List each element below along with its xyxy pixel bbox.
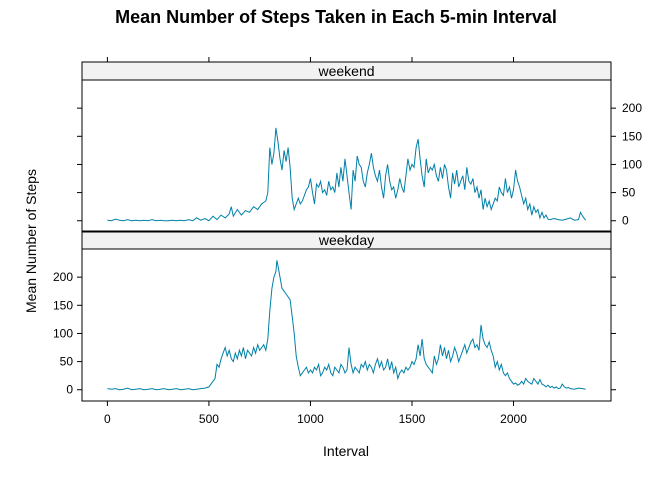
y-tick-label: 0 <box>622 214 629 228</box>
x-tick-label: 0 <box>104 412 111 426</box>
chart-title: Mean Number of Steps Taken in Each 5-min… <box>115 7 557 27</box>
y-tick-label: 100 <box>53 326 73 340</box>
series-line-weekend <box>107 127 586 222</box>
strip-label-weekend: weekend <box>317 63 374 79</box>
y-axis-label: Mean Number of Steps <box>23 169 39 313</box>
y-tick-label: 50 <box>60 355 74 369</box>
panel-frame-weekend <box>81 79 612 233</box>
y-tick-label: 50 <box>622 186 636 200</box>
strip-label-weekday: weekday <box>318 232 374 248</box>
panel-weekend: weekend 0 50 100 150 200 <box>77 61 642 233</box>
y-tick-label: 0 <box>66 383 73 397</box>
y-tick-label: 150 <box>53 298 73 312</box>
x-tick-label: 2000 <box>500 412 527 426</box>
y-tick-label: 100 <box>622 157 642 171</box>
panel-frame-weekday <box>81 248 612 402</box>
y-tick-label: 200 <box>53 270 73 284</box>
x-tick-label: 1000 <box>297 412 324 426</box>
x-tick-label: 500 <box>199 412 219 426</box>
x-axis-label: Interval <box>323 443 369 459</box>
y-tick-label: 150 <box>622 129 642 143</box>
x-tick-label: 1500 <box>399 412 426 426</box>
y-tick-label: 200 <box>622 101 642 115</box>
series-line-weekday <box>107 260 586 391</box>
panel-weekday: weekday 0 50 100 150 200 <box>53 230 616 402</box>
